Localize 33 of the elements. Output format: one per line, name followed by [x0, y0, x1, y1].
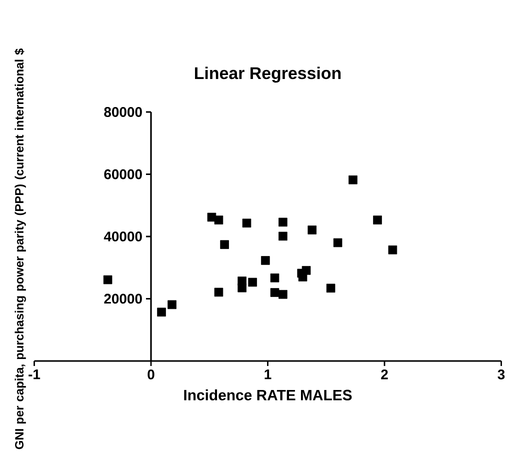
point: [278, 218, 288, 226]
y-tick-label: 20000: [104, 294, 142, 304]
y-tick-label: 40000: [104, 231, 142, 242]
point: [278, 232, 288, 240]
point: [157, 308, 166, 316]
point: [348, 175, 358, 184]
x-tick-label: 0: [148, 369, 154, 380]
point: [214, 288, 224, 296]
x-tick-label: 2: [381, 369, 388, 380]
y-tick-label: 60000: [104, 169, 142, 180]
chart-title: Linear Regression: [195, 66, 341, 82]
point: [270, 273, 280, 282]
point: [103, 275, 112, 284]
x-tick-label: 3: [498, 369, 505, 380]
point: [326, 284, 336, 292]
x-tick-label: 1: [264, 369, 272, 379]
point: [308, 225, 317, 234]
point: [248, 278, 257, 287]
point: [261, 256, 270, 265]
x-axis-title: Incidence RATE MALES: [184, 389, 352, 400]
point: [278, 290, 288, 299]
point: [270, 288, 280, 297]
point: [220, 240, 229, 249]
y-axis-title: GNI per capita, purchasing power parity (PPP) (current international $: [14, 48, 26, 449]
point: [373, 215, 382, 224]
point: [238, 276, 246, 286]
point: [214, 215, 224, 224]
point: [168, 300, 176, 309]
x-tick-label: -1: [28, 369, 40, 379]
point: [333, 238, 342, 247]
y-tick-label: 80000: [104, 106, 142, 117]
point: [388, 245, 398, 254]
point: [242, 218, 252, 228]
